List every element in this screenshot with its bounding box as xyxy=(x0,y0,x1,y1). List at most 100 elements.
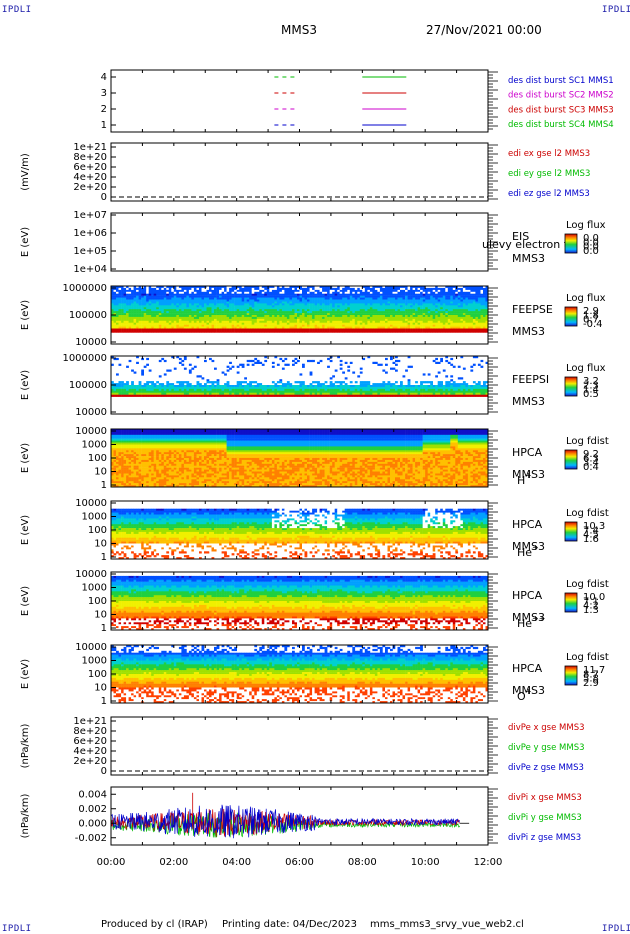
heatmap-cell xyxy=(163,293,167,296)
heatmap-cell xyxy=(299,303,303,306)
legend-entry: des dist burst SC3 MMS3 xyxy=(508,105,614,115)
heatmap-cell xyxy=(342,309,345,312)
heatmap-cell xyxy=(374,318,378,322)
heatmap-cell xyxy=(241,313,245,316)
heatmap-cell xyxy=(362,305,366,308)
heatmap-cell xyxy=(420,326,423,329)
heatmap-cell xyxy=(199,324,202,327)
heatmap-cell xyxy=(151,394,154,397)
heatmap-cell xyxy=(286,388,290,392)
heatmap-cell xyxy=(417,392,421,395)
heatmap-cell xyxy=(246,309,250,312)
heatmap-cell xyxy=(329,320,333,323)
heatmap-cell xyxy=(231,316,235,320)
heatmap-cell xyxy=(214,311,217,314)
heatmap-cell xyxy=(420,385,423,388)
heatmap-cell xyxy=(387,305,391,308)
heatmap-cell xyxy=(188,303,192,306)
heatmap-cell xyxy=(369,324,373,327)
heatmap-cell xyxy=(143,307,147,310)
panel-spacecraft-label: MMS3 xyxy=(512,252,545,265)
heatmap-cell xyxy=(297,303,300,306)
heatmap-cell xyxy=(417,291,421,294)
heatmap-cell xyxy=(171,313,175,316)
heatmap-cell xyxy=(281,311,285,314)
heatmap-cell xyxy=(143,324,147,327)
heatmap-cell xyxy=(289,311,293,314)
heatmap-cell xyxy=(382,385,386,388)
heatmap-cell xyxy=(377,320,381,323)
heatmap-cell xyxy=(171,307,175,310)
heatmap-cell xyxy=(118,286,122,289)
heatmap-cell xyxy=(201,313,205,316)
heatmap-cell xyxy=(241,299,245,302)
heatmap-cell xyxy=(163,359,167,363)
heatmap-cell xyxy=(188,289,192,293)
heatmap-cell xyxy=(307,330,310,333)
heatmap-cell xyxy=(131,392,134,395)
heatmap-cell xyxy=(166,392,170,395)
heatmap-cell xyxy=(410,392,413,395)
heatmap-cell xyxy=(204,293,207,296)
heatmap-cell xyxy=(191,386,195,390)
heatmap-cell xyxy=(334,385,338,388)
heatmap-cell xyxy=(111,326,114,329)
heatmap-cell xyxy=(254,311,258,314)
heatmap-cell xyxy=(347,385,351,388)
heatmap-cell xyxy=(281,313,285,316)
heatmap-cell xyxy=(480,320,484,323)
heatmap-cell xyxy=(168,303,172,306)
heatmap-cell xyxy=(146,385,149,388)
heatmap-cell xyxy=(329,392,333,395)
heatmap-cell xyxy=(216,301,220,304)
heatmap-cell xyxy=(312,303,315,306)
heatmap-cell xyxy=(279,379,283,382)
heatmap-cell xyxy=(196,305,200,308)
heatmap-cell xyxy=(304,386,308,390)
heatmap-cell xyxy=(334,289,338,293)
heatmap-cell xyxy=(121,390,124,393)
heatmap-cell xyxy=(442,326,446,329)
heatmap-cell xyxy=(158,326,162,329)
heatmap-cell xyxy=(400,390,403,393)
heatmap-cell xyxy=(334,369,338,372)
heatmap-cell xyxy=(289,318,293,322)
heatmap-cell xyxy=(309,322,313,325)
heatmap-cell xyxy=(455,307,459,310)
heatmap-cell xyxy=(206,286,210,289)
heatmap-cell xyxy=(377,383,381,386)
heatmap-cell xyxy=(111,386,114,390)
heatmap-cell xyxy=(286,385,290,388)
heatmap-cell xyxy=(118,330,122,333)
heatmap-cell xyxy=(452,291,456,294)
heatmap-cell xyxy=(246,386,250,390)
heatmap-cell xyxy=(289,383,293,386)
heatmap-cell xyxy=(226,328,230,331)
heatmap-cell xyxy=(354,315,358,318)
heatmap-cell xyxy=(294,289,298,293)
heatmap-cell xyxy=(302,316,305,320)
heatmap-cell xyxy=(113,328,117,331)
heatmap-cell xyxy=(302,299,305,302)
heatmap-cell xyxy=(450,388,454,392)
heatmap-cell xyxy=(382,313,386,316)
heatmap-cell xyxy=(344,293,348,296)
heatmap-cell xyxy=(447,392,451,395)
heatmap-cell xyxy=(254,322,258,325)
heatmap-cell xyxy=(452,307,456,310)
heatmap-cell xyxy=(178,361,182,364)
heatmap-cell xyxy=(422,313,426,316)
heatmap-cell xyxy=(402,313,406,316)
heatmap-cell xyxy=(201,299,205,302)
heatmap-cell xyxy=(289,291,293,294)
heatmap-cell xyxy=(193,297,197,300)
heatmap-cell xyxy=(427,305,431,308)
heatmap-cell xyxy=(138,383,142,386)
heatmap-cell xyxy=(314,385,318,388)
heatmap-cell xyxy=(387,386,391,390)
heatmap-cell xyxy=(123,307,127,310)
heatmap-cell xyxy=(415,330,418,333)
heatmap-cell xyxy=(138,326,142,329)
heatmap-cell xyxy=(141,318,144,322)
heatmap-cell xyxy=(369,297,373,300)
